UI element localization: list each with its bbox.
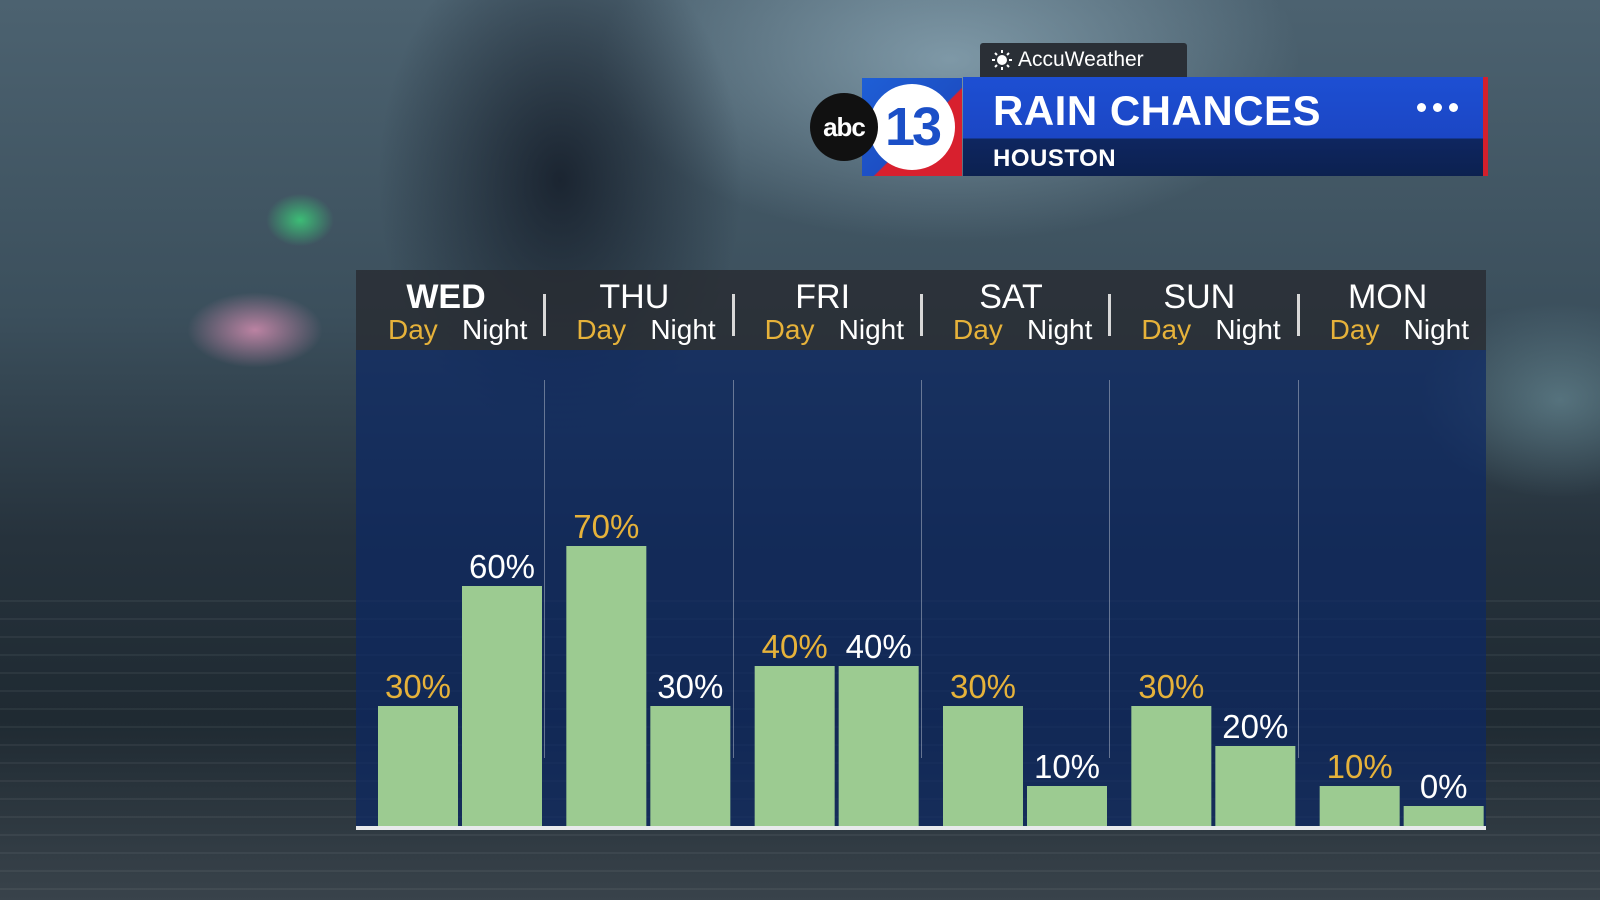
day-name: WED — [406, 278, 486, 316]
day-label: Day — [576, 314, 627, 345]
day-name: MON — [1347, 278, 1428, 316]
day-divider — [732, 380, 734, 758]
more-dots-icon — [1417, 103, 1458, 112]
night-label: Night — [1215, 314, 1281, 345]
day-header-fri: FRI Day Night — [733, 270, 913, 350]
night-label: Night — [1027, 314, 1093, 345]
bar-sat-night — [1027, 786, 1107, 826]
channel-number: 13 — [884, 97, 942, 157]
bars-layer: 30% 60% 70% 30% 40% 40% 30% 10% 30% 20% 10% 0% — [378, 508, 1484, 826]
day-name: SAT — [979, 278, 1043, 316]
day-name: SUN — [1163, 278, 1236, 316]
bar-wed-night — [462, 586, 542, 826]
night-label: Night — [650, 314, 716, 345]
value-label-wed-day: 30% — [385, 668, 451, 705]
bar-mon-day — [1319, 786, 1400, 826]
bar-sun-night — [1215, 746, 1296, 826]
value-label-wed-night: 60% — [469, 548, 535, 585]
chart-baseline — [356, 826, 1486, 830]
day-label: Day — [1141, 314, 1192, 345]
abc13-logo: 13 abc — [810, 78, 964, 178]
value-label-sun-night: 20% — [1222, 708, 1288, 745]
header-separator — [543, 294, 547, 336]
accuweather-label: AccuWeather — [1018, 48, 1144, 71]
bar-fri-night — [838, 666, 919, 826]
night-label: Night — [838, 314, 905, 345]
day-header-sun: SUN Day Night — [1109, 270, 1289, 350]
sun-icon — [992, 50, 1012, 70]
day-name: FRI — [795, 278, 851, 316]
value-label-thu-night: 30% — [657, 668, 723, 705]
day-label: Day — [388, 314, 438, 345]
day-label: Day — [764, 314, 815, 345]
accuweather-tag: AccuWeather — [980, 43, 1187, 77]
header-separator — [1108, 294, 1112, 336]
value-label-mon-day: 10% — [1327, 748, 1393, 785]
location-subtitle: HOUSTON — [993, 145, 1117, 172]
day-divider — [1109, 380, 1111, 758]
day-header-sat: SAT Day Night — [921, 270, 1101, 350]
value-label-fri-night: 40% — [846, 628, 912, 665]
value-label-fri-day: 40% — [762, 628, 828, 665]
header-separator — [1296, 294, 1300, 336]
day-header-wed: WED Day Night — [356, 270, 536, 350]
chart-area: 30% 60% 70% 30% 40% 40% 30% 10% 30% 20% 10% 0% — [356, 350, 1486, 828]
day-name: THU — [599, 278, 670, 316]
bar-thu-night — [650, 706, 731, 826]
value-label-sat-night: 10% — [1034, 748, 1100, 785]
bar-fri-day — [754, 666, 835, 826]
night-label: Night — [1403, 314, 1470, 345]
bar-mon-night — [1403, 806, 1484, 826]
day-divider — [544, 380, 546, 758]
day-label: Day — [1329, 314, 1380, 345]
day-divider — [921, 380, 922, 758]
day-header-thu: THU Day Night — [544, 270, 724, 350]
chart-day-header: WED Day Night THU Day Night FRI Day Night SAT Day N… — [356, 270, 1486, 350]
value-label-mon-night: 0% — [1420, 768, 1468, 805]
bar-thu-day — [566, 546, 647, 826]
bar-sat-day — [943, 706, 1023, 826]
value-label-sat-day: 30% — [950, 668, 1016, 705]
bar-wed-day — [378, 706, 458, 826]
abc-logo: abc — [810, 93, 878, 161]
day-label: Day — [953, 314, 1003, 345]
title-bar: RAIN CHANCES HOUSTON — [963, 77, 1488, 176]
day-header-mon: MON Day Night — [1298, 270, 1478, 350]
header-separator — [731, 294, 735, 336]
day-divider — [1297, 380, 1299, 758]
channel-13-badge: 13 — [862, 78, 962, 176]
page-title: RAIN CHANCES — [993, 87, 1322, 134]
value-label-thu-day: 70% — [573, 508, 639, 545]
header-separator — [920, 294, 923, 336]
night-label: Night — [462, 314, 528, 345]
value-label-sun-day: 30% — [1138, 668, 1204, 705]
bar-sun-day — [1131, 706, 1212, 826]
abc-logo-text: abc — [823, 111, 866, 142]
